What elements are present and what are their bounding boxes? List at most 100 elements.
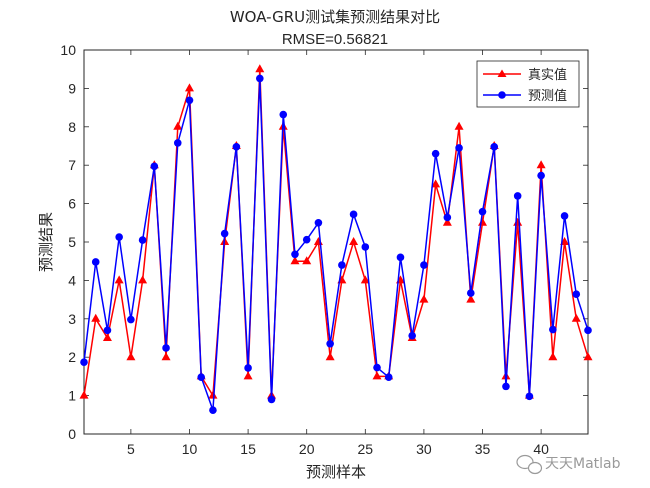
true-value-marker <box>466 294 476 303</box>
x-tick-label: 5 <box>127 441 135 457</box>
true-value-marker <box>114 275 124 284</box>
predicted-value-marker <box>80 358 88 366</box>
predicted-value-marker <box>431 149 440 158</box>
predicted-value-marker <box>244 364 252 372</box>
predicted-value-marker <box>279 110 288 119</box>
legend-marker-triangle <box>497 69 507 77</box>
true-value-marker <box>79 390 89 399</box>
true-value-marker <box>208 390 218 399</box>
y-tick-label: 5 <box>68 234 76 250</box>
x-tick-label: 10 <box>182 441 198 457</box>
true-value-marker <box>360 275 370 284</box>
predicted-value-marker <box>584 326 592 335</box>
predicted-value-marker <box>466 289 475 297</box>
predicted-value-marker <box>549 325 557 334</box>
x-tick-label: 30 <box>416 441 432 457</box>
predicted-value-marker <box>560 212 569 220</box>
true-value-marker <box>126 352 136 361</box>
series-layer <box>79 64 593 414</box>
predicted-value-marker <box>338 261 346 269</box>
y-tick-label: 2 <box>68 349 76 365</box>
true-value-marker <box>419 294 429 303</box>
predicted-value-marker <box>373 363 381 372</box>
true-value-marker <box>302 256 312 265</box>
true-value-marker <box>91 313 101 322</box>
y-tick-label: 9 <box>68 80 76 96</box>
legend-label-pred: 预测值 <box>528 88 567 104</box>
predicted-value-marker <box>455 144 463 152</box>
true-value-marker <box>325 352 335 361</box>
predicted-value-marker <box>103 326 112 335</box>
predicted-value-marker <box>396 253 405 262</box>
predicted-value-marker <box>478 207 487 216</box>
x-axis-label: 预测样本 <box>306 463 366 481</box>
true-value-marker <box>536 160 546 169</box>
predicted-value-marker <box>197 373 206 381</box>
true-value-marker <box>454 121 464 130</box>
predicted-value-marker <box>127 315 135 324</box>
predicted-value-marker <box>256 74 264 83</box>
y-axis-label: 预测结果 <box>37 212 55 272</box>
y-tick-label: 10 <box>60 42 76 58</box>
predicted-value-marker <box>326 339 334 348</box>
x-tick-label: 15 <box>240 441 256 457</box>
true-value-marker <box>161 352 171 361</box>
predicted-value-marker <box>502 382 510 391</box>
predicted-value-marker <box>185 96 194 105</box>
chart-subtitle: RMSE=0.56821 <box>282 31 388 48</box>
true-value-marker <box>349 237 359 245</box>
y-tick-label: 1 <box>68 388 76 404</box>
legend-marker-circle <box>498 91 506 99</box>
x-tick-label: 35 <box>475 441 491 457</box>
y-tick-label: 4 <box>68 272 76 288</box>
true-value-marker <box>290 256 300 265</box>
x-tick-label: 20 <box>299 441 315 457</box>
predicted-value-marker <box>267 395 276 404</box>
predicted-value-marker <box>314 219 323 227</box>
true-value-marker <box>184 83 194 92</box>
y-axis: 0 1 2 3 4 5 6 7 8 9 10 <box>60 42 588 442</box>
predicted-value-marker <box>572 290 581 299</box>
x-tick-label: 40 <box>533 441 549 457</box>
series-line <box>83 77 589 411</box>
predicted-value-marker <box>443 213 452 222</box>
predicted-value-marker <box>291 250 299 259</box>
predicted-value-marker <box>349 210 358 219</box>
y-tick-label: 8 <box>68 119 76 135</box>
predicted-value-marker <box>209 406 217 414</box>
predicted-value-marker <box>420 261 428 269</box>
predicted-value-marker <box>408 331 416 340</box>
y-tick-label: 3 <box>68 311 76 327</box>
watermark: 天天Matlab <box>516 454 621 475</box>
y-tick-label: 7 <box>68 157 76 173</box>
predicted-value-marker <box>150 162 159 171</box>
true-value-marker <box>138 275 148 284</box>
legend: 真实值 预测值 <box>476 60 580 108</box>
true-value-marker <box>255 64 265 73</box>
predicted-value-marker <box>513 192 522 200</box>
true-value-marker <box>102 333 112 341</box>
predicted-value-marker <box>537 171 545 180</box>
predicted-value-marker <box>173 139 182 147</box>
true-value-marker <box>431 179 441 188</box>
true-value-marker <box>548 352 558 361</box>
legend-label-true: 真实值 <box>528 67 567 83</box>
predicted-value-marker <box>220 229 229 238</box>
true-value-marker <box>243 371 253 380</box>
wechat-icon <box>516 454 543 475</box>
true-value-marker <box>583 352 593 361</box>
true-value-marker <box>372 371 382 380</box>
predicted-value-marker <box>361 243 370 251</box>
legend-box <box>476 60 580 108</box>
predicted-value-marker <box>232 142 241 151</box>
predicted-value-marker <box>384 373 393 381</box>
predicted-value-marker <box>162 344 170 352</box>
plot-area <box>83 49 589 435</box>
x-tick-label: 25 <box>358 441 374 457</box>
x-axis: 5 10 15 20 25 30 35 40 <box>127 50 549 457</box>
predicted-value-marker <box>115 233 123 241</box>
predicted-value-marker <box>138 236 147 244</box>
true-value-marker <box>442 217 452 226</box>
predicted-value-marker <box>490 142 499 151</box>
